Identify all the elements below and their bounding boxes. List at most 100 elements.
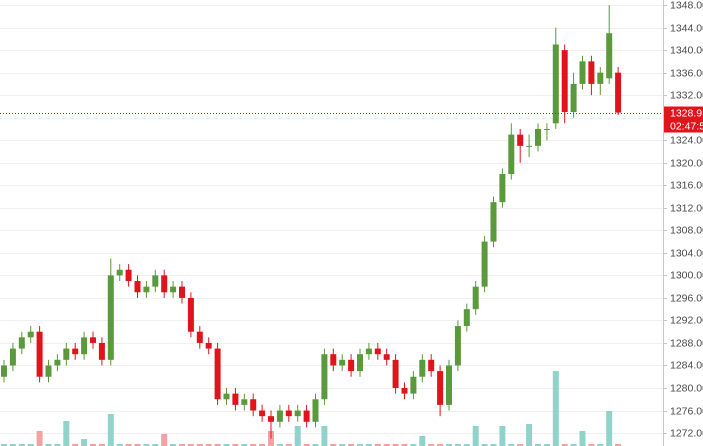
- volume-bar: [9, 444, 16, 446]
- candle-body: [63, 348, 70, 360]
- candle-body: [410, 376, 417, 394]
- candle-body: [90, 337, 96, 343]
- candle-body: [517, 134, 524, 146]
- candle-body: [552, 44, 559, 124]
- volume-bar: [45, 444, 52, 446]
- volume-bar: [437, 444, 444, 446]
- volume-bar: [214, 444, 221, 446]
- candle-body: [294, 410, 301, 417]
- volume-bar: [463, 444, 470, 446]
- y-tick-label: 1272.00: [670, 427, 703, 439]
- candle-body: [374, 348, 381, 355]
- candle-body: [446, 365, 452, 405]
- volume-bar: [401, 444, 408, 446]
- candle-body: [187, 297, 194, 332]
- volume-bar: [597, 444, 604, 446]
- y-tick-label: 1316.00: [670, 179, 703, 191]
- y-tick-label: 1308.00: [670, 224, 703, 236]
- candle-body: [463, 309, 470, 327]
- candle-body: [205, 342, 212, 349]
- candle-body: [152, 275, 159, 287]
- volume-bar: [134, 444, 141, 446]
- volume-bar: [428, 444, 435, 446]
- volume-bar: [276, 444, 283, 446]
- candle-body: [268, 416, 274, 422]
- volume-bar: [294, 426, 301, 446]
- candle-body: [508, 134, 515, 175]
- candle-body: [428, 359, 435, 372]
- volume-bar: [330, 444, 337, 446]
- candle-body: [179, 286, 185, 298]
- volume-bar: [588, 444, 595, 446]
- volume-bar: [170, 444, 177, 446]
- volume-bar: [579, 431, 586, 446]
- candle-body: [570, 83, 577, 113]
- volume-bar: [125, 444, 132, 446]
- volume-bar: [187, 444, 194, 446]
- volume-bar: [152, 444, 159, 446]
- volume-bar: [419, 436, 426, 446]
- volume-bar: [446, 444, 452, 446]
- candle-body: [54, 359, 61, 366]
- candle-body: [107, 275, 114, 360]
- volume-bar: [490, 444, 497, 446]
- candle-body: [241, 399, 248, 405]
- volume-bar: [196, 444, 203, 446]
- candle-body: [285, 410, 292, 417]
- volume-bar: [107, 414, 114, 446]
- volume-bar: [615, 444, 622, 446]
- volume-bar: [454, 444, 461, 446]
- volume-bar: [312, 444, 319, 446]
- volume-bar: [552, 371, 559, 446]
- volume-bar: [250, 444, 257, 446]
- candle-body: [392, 359, 399, 388]
- candle-body: [437, 371, 444, 405]
- candle-body: [143, 286, 150, 293]
- candle-body: [250, 399, 257, 411]
- volume-bar: [90, 444, 96, 446]
- candle-body: [303, 410, 310, 422]
- volume-bar: [72, 444, 79, 446]
- last-price-box: [664, 106, 703, 120]
- y-tick-label: 1292.00: [670, 314, 703, 326]
- countdown-box: [664, 119, 703, 133]
- candle-body: [125, 269, 132, 282]
- volume-bar: [303, 444, 310, 446]
- y-tick-label: 1276.00: [670, 405, 703, 417]
- candle-layer: [0, 5, 663, 439]
- candle-body: [481, 241, 488, 287]
- candle-body: [615, 72, 622, 113]
- y-tick-label: 1332.00: [670, 89, 703, 101]
- candle-body: [18, 337, 25, 349]
- candle-body: [45, 365, 52, 377]
- candle-body: [321, 354, 328, 400]
- candle-body: [223, 393, 230, 400]
- volume-bar: [543, 444, 550, 446]
- candle-body: [9, 348, 16, 366]
- volume-bar: [1, 444, 7, 446]
- candle-body: [98, 342, 105, 360]
- candle-body: [535, 128, 541, 146]
- candle-body: [196, 331, 203, 343]
- candle-body: [81, 337, 88, 355]
- volume-bar: [383, 444, 390, 446]
- candle-body: [365, 348, 372, 355]
- y-tick-label: 1348.00: [670, 0, 703, 11]
- y-tick-label: 1296.00: [670, 292, 703, 304]
- candle-body: [276, 410, 283, 422]
- volume-bar: [232, 444, 239, 446]
- candle-body: [499, 174, 506, 203]
- candle-body: [401, 387, 408, 394]
- candle-body: [214, 348, 221, 400]
- volume-bar: [481, 444, 488, 446]
- y-tick-label: 1300.00: [670, 269, 703, 281]
- candle-body: [1, 365, 7, 377]
- countdown-label: 02:47:59: [670, 120, 703, 132]
- volume-bar: [570, 444, 577, 446]
- candle-body: [259, 410, 266, 417]
- candle-body: [170, 286, 177, 293]
- volume-bar: [285, 444, 292, 446]
- y-tick-label: 1324.00: [670, 134, 703, 146]
